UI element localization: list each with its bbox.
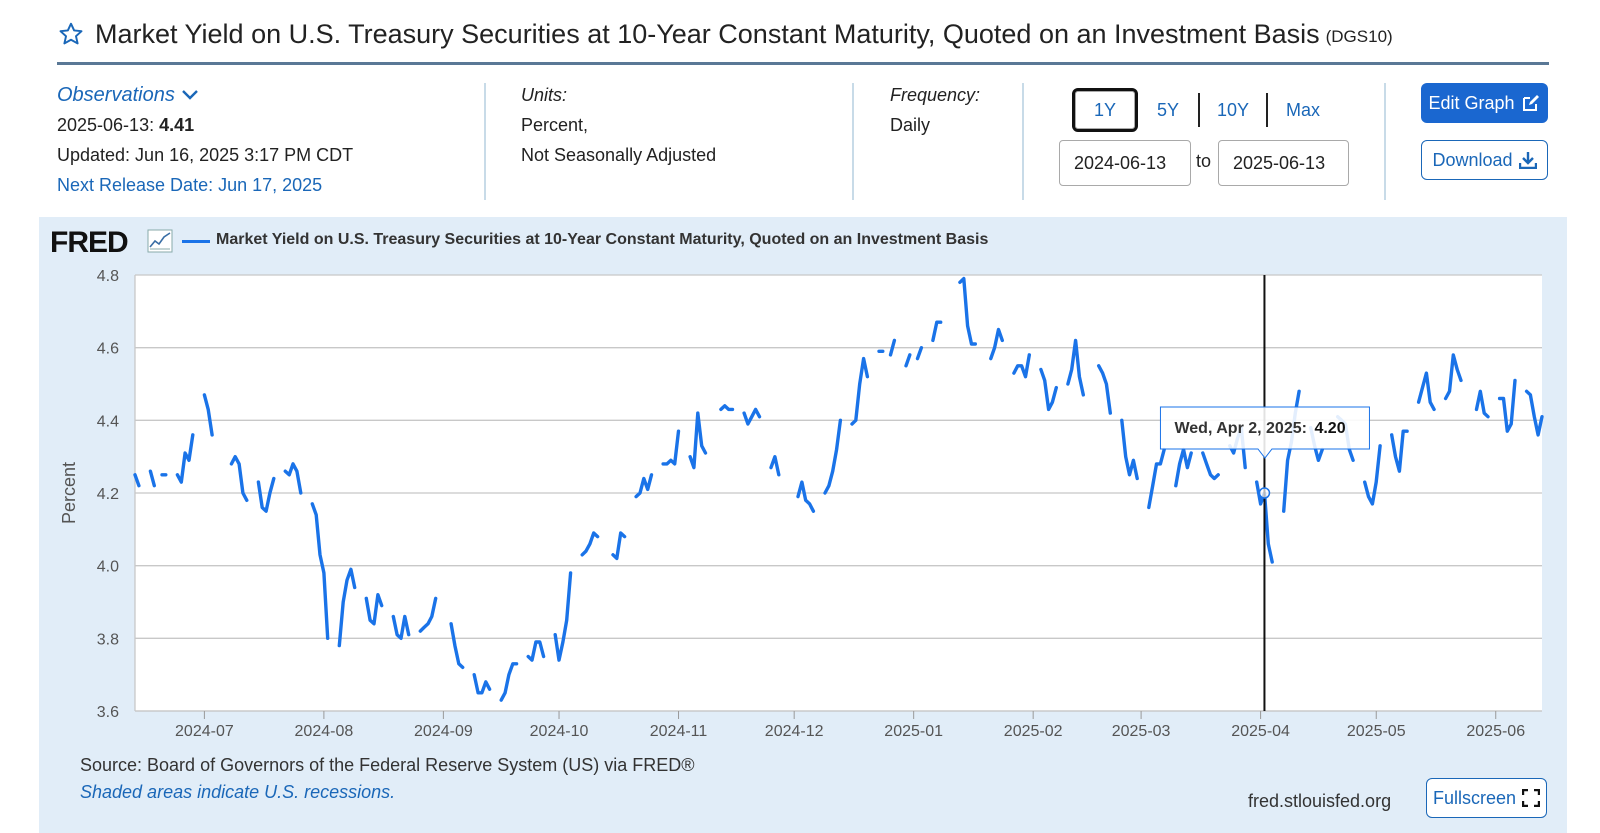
range-5y-button[interactable]: 5Y xyxy=(1156,99,1180,120)
x-tick-label: 2025-02 xyxy=(1004,723,1063,740)
fred-url: fred.stlouisfed.org xyxy=(1248,791,1392,811)
series-id: (DGS10) xyxy=(1325,27,1393,46)
frequency-value: Daily xyxy=(890,115,931,135)
tooltip-date: Wed, Apr 2, 2025: xyxy=(1174,420,1307,437)
legend-label: Market Yield on U.S. Treasury Securities… xyxy=(216,231,989,248)
fullscreen-button[interactable]: Fullscreen xyxy=(1426,778,1547,818)
end-date-input[interactable]: 2025-06-13 xyxy=(1218,140,1349,186)
title-divider xyxy=(57,62,1549,65)
x-tick-label: 2024-10 xyxy=(530,723,589,740)
x-tick-label: 2025-04 xyxy=(1231,723,1290,740)
download-label: Download xyxy=(1432,149,1513,170)
x-tick-label: 2024-08 xyxy=(295,723,354,740)
updated-text: Updated: Jun 16, 2025 3:17 PM CDT xyxy=(57,145,354,165)
divider xyxy=(852,83,854,200)
download-icon xyxy=(1518,152,1537,169)
range-max-button[interactable]: Max xyxy=(1285,99,1320,120)
start-date-input[interactable]: 2024-06-13 xyxy=(1059,140,1191,186)
divider xyxy=(1022,83,1024,200)
x-tick-label: 2024-11 xyxy=(650,723,708,740)
divider xyxy=(1384,83,1386,200)
units-value-1: Percent, xyxy=(521,115,589,135)
frequency-label: Frequency: xyxy=(890,85,981,105)
x-tick-label: 2025-05 xyxy=(1347,723,1406,740)
observation-value: 4.41 xyxy=(159,115,195,135)
fred-logo: FRED xyxy=(50,226,129,259)
tooltip-box xyxy=(1159,406,1370,459)
x-tick-label: 2025-01 xyxy=(884,723,943,740)
units-info: Units: Percent, Not Seasonally Adjusted xyxy=(521,80,841,170)
y-tick-label: 3.6 xyxy=(97,704,119,721)
fullscreen-icon xyxy=(1522,789,1541,807)
x-tick-label: 2024-12 xyxy=(765,723,824,740)
edit-icon xyxy=(1522,95,1539,111)
range-separator xyxy=(1198,93,1200,127)
hover-marker xyxy=(1258,487,1271,499)
date-to-label: to xyxy=(1196,151,1212,171)
y-axis-label: Percent xyxy=(59,462,79,524)
next-release-link[interactable]: Next Release Date: Jun 17, 2025 xyxy=(57,175,323,195)
series-line xyxy=(133,276,1544,702)
recessions-note: Shaded areas indicate U.S. recessions. xyxy=(80,782,396,802)
observation-date: 2025-06-13: xyxy=(57,115,155,135)
x-tick-label: 2025-03 xyxy=(1112,723,1171,740)
observations-label: Observations xyxy=(57,84,175,106)
units-value-2: Not Seasonally Adjusted xyxy=(521,145,717,165)
y-tick-label: 3.8 xyxy=(97,631,119,648)
fullscreen-label: Fullscreen xyxy=(1432,787,1517,808)
range-10y-button[interactable]: 10Y xyxy=(1216,99,1250,120)
x-tick-label: 2025-06 xyxy=(1466,723,1525,740)
range-1y-button[interactable]: 1Y xyxy=(1072,88,1138,132)
divider xyxy=(484,83,486,200)
units-label: Units: xyxy=(521,85,568,105)
edit-graph-button[interactable]: Edit Graph xyxy=(1421,83,1548,123)
tooltip-value: 4.20 xyxy=(1314,420,1345,437)
frequency-info: Frequency: Daily xyxy=(890,80,1010,140)
range-selector: 1Y 5Y 10Y Max xyxy=(1072,88,1338,132)
legend-swatch xyxy=(182,240,210,243)
line-chart[interactable]: 3.6 3.8 4.0 4.2 4.4 4.6 4.8 2024-07 2024-08 2024-… xyxy=(39,255,1567,755)
edit-graph-label: Edit Graph xyxy=(1428,92,1515,113)
x-tick-label: 2024-09 xyxy=(414,723,473,740)
star-icon[interactable] xyxy=(57,20,85,48)
y-tick-label: 4.6 xyxy=(97,341,119,358)
chevron-down-icon xyxy=(181,90,198,100)
y-tick-label: 4.4 xyxy=(97,413,119,430)
source-text: Source: Board of Governors of the Federa… xyxy=(80,755,695,775)
range-separator xyxy=(1266,93,1268,127)
download-button[interactable]: Download xyxy=(1421,140,1548,180)
title-row: Market Yield on U.S. Treasury Securities… xyxy=(57,14,1549,54)
line-chart-icon xyxy=(147,229,173,253)
y-tick-label: 4.2 xyxy=(97,486,119,503)
observation-info: Observations 2025-06-13: 4.41 Updated: J… xyxy=(57,80,477,200)
y-tick-label: 4.0 xyxy=(97,559,119,576)
observations-dropdown[interactable]: Observations xyxy=(57,80,199,110)
y-tick-label: 4.8 xyxy=(97,268,119,285)
page-title: Market Yield on U.S. Treasury Securities… xyxy=(95,18,1320,49)
x-tick-label: 2024-07 xyxy=(175,723,234,740)
